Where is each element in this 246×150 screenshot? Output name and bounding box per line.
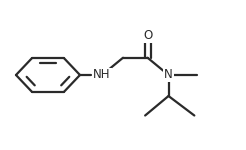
Text: O: O — [143, 30, 152, 42]
Text: NH: NH — [93, 69, 111, 81]
Text: N: N — [164, 69, 173, 81]
